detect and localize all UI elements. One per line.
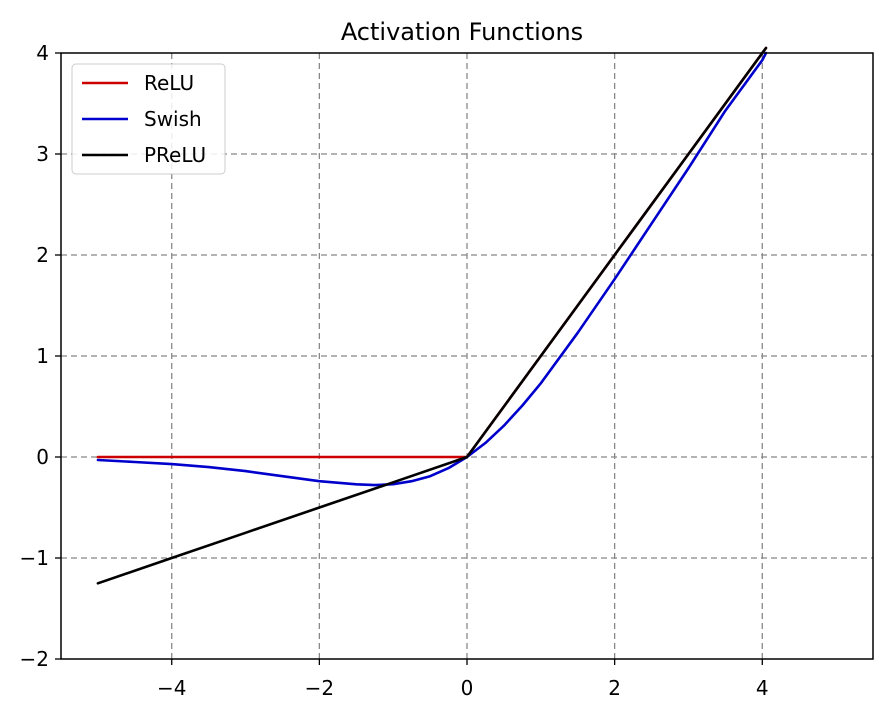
legend-label-prelu: PReLU (144, 143, 206, 167)
series-lines (96, 46, 768, 585)
axis-ticks: −4 −2 0 2 4 −2 −1 0 1 2 3 4 (20, 41, 769, 700)
y-tick-label: 1 (36, 344, 49, 368)
y-tick-label: 4 (36, 41, 49, 65)
legend-box (71, 63, 226, 175)
y-tick-label: 3 (36, 142, 49, 166)
y-tick-label: 0 (36, 445, 49, 469)
legend-label-swish: Swish (144, 107, 202, 131)
legend-label-relu: ReLU (144, 71, 194, 95)
x-tick-label: 2 (608, 676, 621, 700)
x-tick-label: −4 (157, 676, 186, 700)
y-tick-label: −2 (20, 647, 49, 671)
swish-line (96, 51, 768, 487)
legend: ReLU Swish PReLU (71, 63, 226, 175)
prelu-line (96, 46, 768, 585)
x-tick-label: 0 (461, 676, 474, 700)
x-tick-label: −2 (305, 676, 334, 700)
chart-title: Activation Functions (341, 18, 583, 46)
y-tick-label: 2 (36, 243, 49, 267)
y-tick-label: −1 (20, 546, 49, 570)
x-tick-label: 4 (756, 676, 769, 700)
